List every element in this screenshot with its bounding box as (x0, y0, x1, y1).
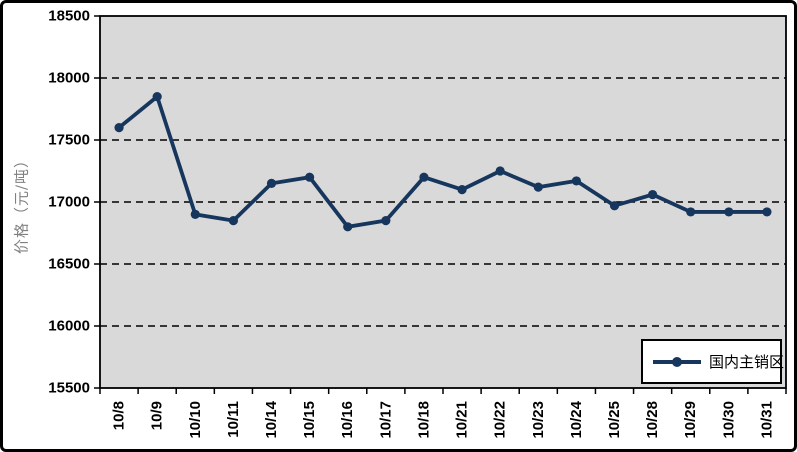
data-point-marker (266, 178, 277, 188)
y-tick-label: 18000 (48, 70, 90, 87)
x-tick-label: 10/23 (530, 401, 547, 439)
x-tick-label: 10/8 (111, 401, 128, 430)
y-axis-title: 价格（元/吨） (12, 151, 31, 255)
legend: 国内主销区 (641, 339, 785, 384)
data-point-marker (305, 172, 315, 182)
data-point-marker (457, 185, 467, 195)
y-tick-label: 17500 (48, 132, 90, 149)
data-point-marker (228, 216, 238, 226)
x-tick-label: 10/29 (682, 401, 699, 439)
x-tick-label: 10/18 (415, 401, 432, 439)
x-tick-label: 10/24 (568, 400, 585, 438)
y-tick-label: 16000 (48, 318, 90, 335)
data-point-marker (152, 92, 162, 102)
x-tick-label: 10/28 (644, 401, 661, 439)
x-tick-label: 10/16 (339, 401, 356, 439)
data-point-marker (648, 189, 658, 200)
x-tick-label: 10/21 (454, 401, 471, 439)
x-tick-label: 10/10 (187, 401, 204, 439)
data-point-marker (343, 222, 353, 232)
x-tick-label: 10/30 (720, 401, 737, 439)
data-point-marker (724, 207, 734, 217)
x-tick-label: 10/15 (301, 401, 318, 439)
x-tick-label: 10/14 (263, 400, 280, 438)
data-point-marker (686, 207, 696, 217)
data-point-marker (609, 201, 620, 211)
legend-line-marker-icon (653, 356, 701, 367)
x-tick-label: 10/25 (606, 401, 623, 439)
x-tick-label: 10/17 (377, 401, 394, 439)
x-tick-label: 10/11 (225, 401, 242, 438)
y-tick-label: 17000 (48, 194, 90, 211)
legend-label: 国内主销区 (709, 353, 785, 371)
data-point-marker (190, 209, 200, 219)
y-tick-label: 18500 (48, 8, 90, 25)
series-line (117, 93, 767, 229)
data-point-marker (533, 182, 543, 192)
x-tick-label: 10/31 (758, 401, 775, 439)
line-chart: 15500 16000 16500 17000 17500 18000 18500 10/8 1… (48, 8, 787, 439)
data-point-marker (571, 176, 581, 186)
y-tick-label: 16500 (48, 256, 90, 273)
data-point-marker (419, 172, 429, 182)
x-tick-label: 10/22 (492, 401, 509, 439)
legend-dot-icon (672, 356, 682, 367)
data-point-marker (762, 207, 772, 217)
data-point-marker (495, 166, 505, 176)
data-point-marker (381, 216, 391, 226)
y-tick-label: 15500 (48, 380, 90, 397)
data-point-marker (114, 123, 124, 133)
x-tick-label: 10/9 (149, 401, 166, 430)
